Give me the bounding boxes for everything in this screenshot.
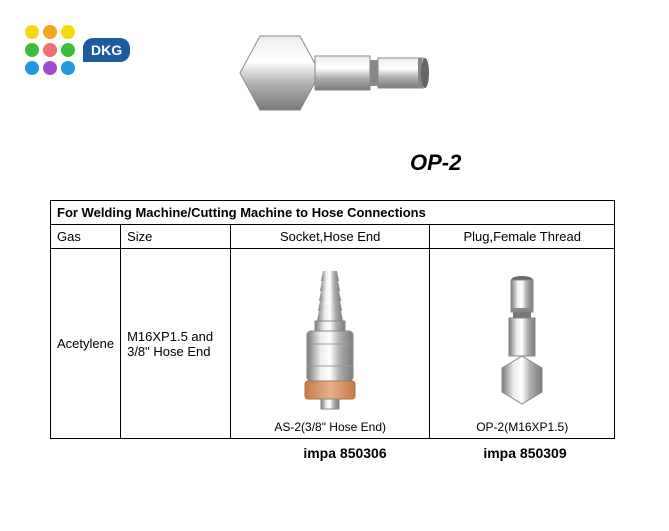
cell-plug: OP-2(M16XP1.5)	[430, 249, 615, 439]
dot-icon	[61, 25, 75, 39]
hero-product-image	[230, 18, 450, 133]
table-title-row: For Welding Machine/Cutting Machine to H…	[51, 201, 615, 225]
header-socket: Socket,Hose End	[230, 225, 430, 249]
cell-socket: AS-2(3/8" Hose End)	[230, 249, 430, 439]
plug-fitting-small-icon	[487, 266, 557, 416]
dot-icon	[43, 25, 57, 39]
plug-caption: OP-2(M16XP1.5)	[476, 420, 568, 434]
impa-left: impa 850306	[255, 445, 435, 461]
socket-fitting-icon	[295, 266, 365, 416]
spec-table: For Welding Machine/Cutting Machine to H…	[50, 200, 615, 439]
impa-right: impa 850309	[435, 445, 615, 461]
dot-icon	[25, 61, 39, 75]
logo-area: DKG	[25, 25, 130, 75]
header-plug: Plug,Female Thread	[430, 225, 615, 249]
dot-icon	[43, 43, 57, 57]
dot-icon	[25, 43, 39, 57]
dot-icon	[25, 25, 39, 39]
hero-label: OP-2	[410, 150, 461, 176]
cell-gas: Acetylene	[51, 249, 121, 439]
header-size: Size	[121, 225, 231, 249]
impa-labels: impa 850306 impa 850309	[50, 445, 615, 461]
table-row: Acetylene M16XP1.5 and 3/8" Hose End	[51, 249, 615, 439]
dot-icon	[61, 61, 75, 75]
spec-table-wrap: For Welding Machine/Cutting Machine to H…	[50, 200, 615, 461]
logo-badge: DKG	[83, 38, 130, 62]
cell-size: M16XP1.5 and 3/8" Hose End	[121, 249, 231, 439]
table-header-row: Gas Size Socket,Hose End Plug,Female Thr…	[51, 225, 615, 249]
header-gas: Gas	[51, 225, 121, 249]
plug-fitting-icon	[230, 18, 450, 128]
logo-dots	[25, 25, 75, 75]
dot-icon	[61, 43, 75, 57]
dot-icon	[43, 61, 57, 75]
table-title: For Welding Machine/Cutting Machine to H…	[51, 201, 615, 225]
socket-caption: AS-2(3/8" Hose End)	[274, 420, 386, 434]
